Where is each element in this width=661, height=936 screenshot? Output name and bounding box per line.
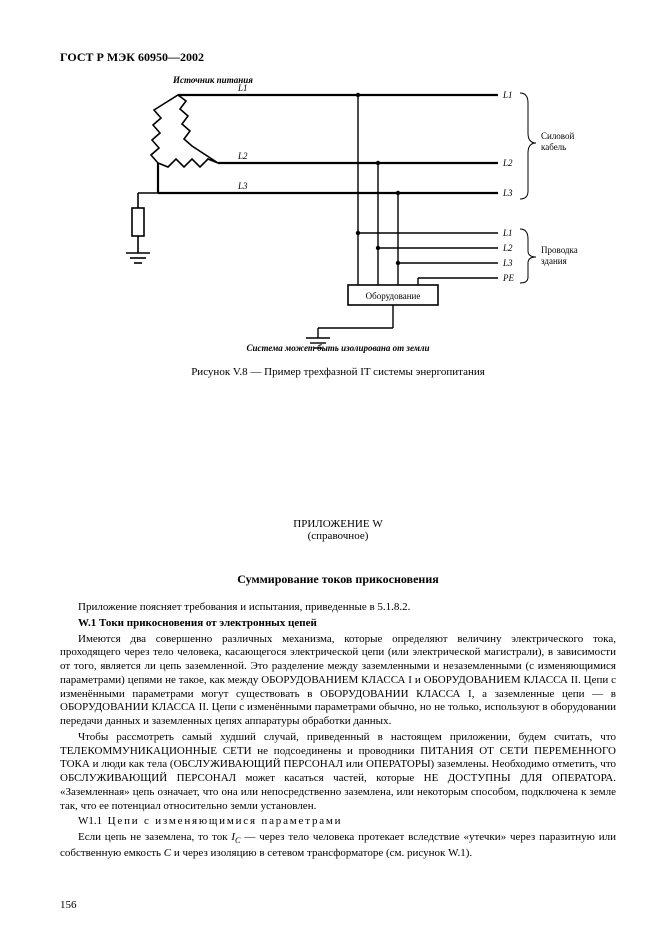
document-page: ГОСТ Р МЭК 60950—2002 Источник питания L… [0, 0, 661, 936]
w1-heading: W.1 Токи прикосновения от электронных це… [60, 617, 616, 631]
figure-caption: Рисунок V.8 — Пример трехфазной IT систе… [98, 366, 578, 378]
svg-text:кабель: кабель [541, 142, 566, 152]
svg-text:L1: L1 [502, 228, 513, 238]
paragraph-1: Имеются два совершенно различных механиз… [60, 633, 616, 729]
svg-text:L1: L1 [502, 90, 513, 100]
svg-text:L3: L3 [237, 181, 248, 191]
standard-header: ГОСТ Р МЭК 60950—2002 [60, 50, 616, 65]
building-wiring-label: Проводка [541, 245, 578, 255]
svg-text:Оборудование: Оборудование [366, 291, 421, 301]
w11-heading: W1.1 Цепи с изменяющимися параметрами [60, 815, 616, 829]
svg-text:L3: L3 [502, 258, 513, 268]
intro-paragraph: Приложение поясняет требования и испытан… [60, 601, 616, 615]
section-title: Суммирование токов прикосновения [60, 572, 616, 587]
figure-v8: Источник питания L1 L2 L3 L1 L2 L3 [98, 73, 578, 378]
paragraph-3: Если цепь не заземлена, то ток IC — чере… [60, 831, 616, 860]
svg-text:PE: PE [502, 273, 514, 283]
cable-label: Силовой [541, 131, 574, 141]
svg-text:L1: L1 [237, 83, 248, 93]
transformer-triangle [151, 95, 218, 167]
svg-text:L2: L2 [502, 243, 513, 253]
svg-text:здания: здания [541, 256, 567, 266]
svg-text:L2: L2 [502, 158, 513, 168]
impedance-to-ground [126, 193, 158, 263]
annex-subtitle: (справочное) [60, 530, 616, 542]
diagram-bottom-label: Система может быть изолирована от земли [246, 343, 429, 353]
page-number: 156 [60, 899, 77, 911]
paragraph-2: Чтобы рассмотреть самый худший случай, п… [60, 731, 616, 814]
annex-title: ПРИЛОЖЕНИЕ W [60, 518, 616, 530]
svg-text:L2: L2 [237, 151, 248, 161]
body-text: Приложение поясняет требования и испытан… [60, 601, 616, 860]
svg-text:L3: L3 [502, 188, 513, 198]
